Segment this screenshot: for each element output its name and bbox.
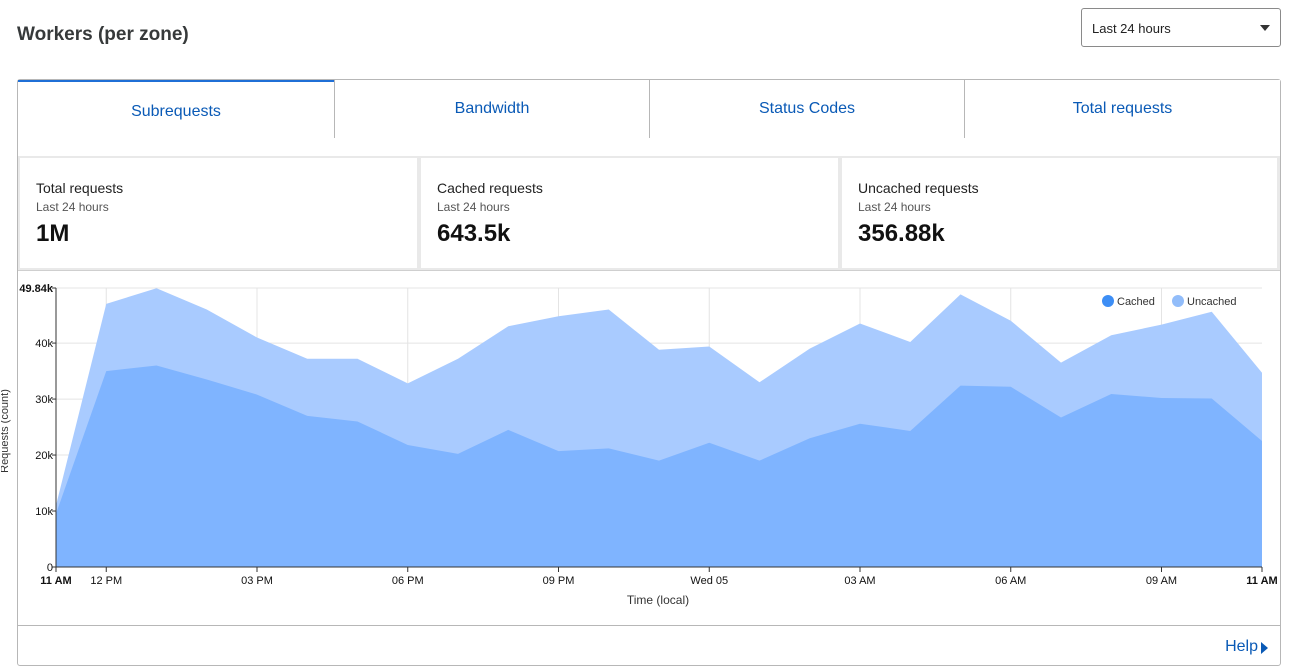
x-tick-label: 12 PM xyxy=(90,575,122,587)
x-tick-label: 09 AM xyxy=(1146,575,1177,587)
x-tick-label: 03 PM xyxy=(241,575,273,587)
stat-value: 643.5k xyxy=(437,220,511,247)
stat-card-uncached: Uncached requests Last 24 hours 356.88k xyxy=(842,158,1277,268)
y-tick-label: 30k xyxy=(35,394,53,406)
y-axis-title: Requests (count) xyxy=(1,389,11,473)
chevron-down-icon xyxy=(1260,25,1270,31)
analytics-panel: Subrequests Bandwidth Status Codes Total… xyxy=(1,79,1281,666)
x-tick-label: 11 AM xyxy=(40,575,71,587)
x-axis-title: Time (local) xyxy=(627,593,689,607)
panel-footer: Help xyxy=(18,625,1280,665)
time-range-select[interactable]: Last 24 hours xyxy=(1081,8,1281,47)
x-tick-label: 06 PM xyxy=(392,575,424,587)
y-tick-label: 10k xyxy=(35,506,53,518)
chart-area: 0 10k 20k 30k 40k 49.84k 11 AM 12 PM 03 PM 06 PM 0… xyxy=(1,270,1280,625)
stat-period: Last 24 hours xyxy=(437,200,510,214)
legend-dot-cached xyxy=(1102,295,1114,307)
x-tick-label: 03 AM xyxy=(844,575,875,587)
stat-card-cached: Cached requests Last 24 hours 643.5k xyxy=(421,158,838,268)
cached-area xyxy=(56,365,1262,567)
requests-area-chart: 0 10k 20k 30k 40k 49.84k 11 AM 12 PM 03 PM 06 PM 0… xyxy=(1,283,1278,607)
stat-label: Cached requests xyxy=(437,180,543,196)
y-tick-label: 49.84k xyxy=(19,283,54,295)
stats-row: Total requests Last 24 hours 1M Cached r… xyxy=(18,156,1280,270)
chart-legend: Cached Uncached xyxy=(1102,295,1237,308)
x-tick-label: 09 PM xyxy=(543,575,575,587)
time-range-value: Last 24 hours xyxy=(1092,21,1171,36)
page-title: Workers (per zone) xyxy=(17,24,189,45)
tab-subrequests[interactable]: Subrequests xyxy=(18,80,334,140)
stat-label: Uncached requests xyxy=(858,180,979,196)
y-tick-label: 0 xyxy=(47,562,53,574)
y-tick-label: 20k xyxy=(35,450,53,462)
stat-label: Total requests xyxy=(36,180,124,196)
tab-status-codes[interactable]: Status Codes xyxy=(649,80,964,140)
tab-bar: Subrequests Bandwidth Status Codes Total… xyxy=(18,80,1280,140)
stat-value: 356.88k xyxy=(858,220,945,247)
tab-total-requests[interactable]: Total requests xyxy=(964,80,1280,140)
help-link[interactable]: Help xyxy=(1225,638,1258,655)
y-tick-label: 40k xyxy=(35,338,53,350)
x-tick-label: Wed 05 xyxy=(690,575,728,587)
x-tick-label: 11 AM xyxy=(1246,575,1277,587)
stat-period: Last 24 hours xyxy=(36,200,109,214)
legend-dot-uncached xyxy=(1172,295,1184,307)
stat-value: 1M xyxy=(36,220,70,247)
legend-label-cached: Cached xyxy=(1117,296,1155,308)
legend-label-uncached: Uncached xyxy=(1187,296,1237,308)
stat-period: Last 24 hours xyxy=(858,200,931,214)
x-tick-label: 06 AM xyxy=(995,575,1026,587)
stat-card-total: Total requests Last 24 hours 1M xyxy=(20,158,417,268)
caret-right-icon xyxy=(1261,642,1268,654)
tab-bandwidth[interactable]: Bandwidth xyxy=(334,80,649,140)
